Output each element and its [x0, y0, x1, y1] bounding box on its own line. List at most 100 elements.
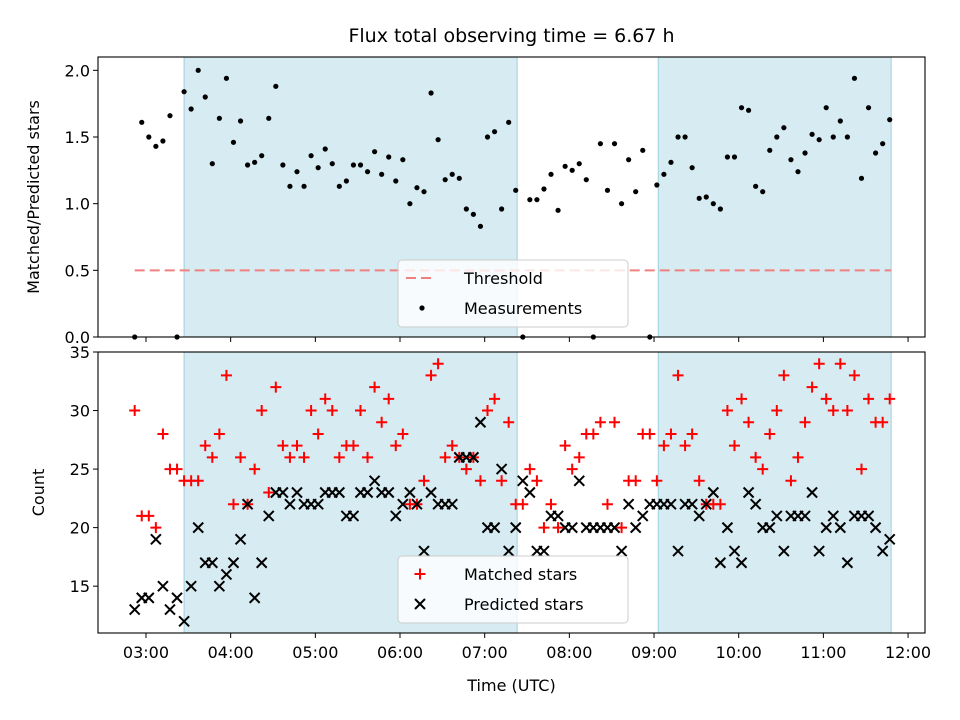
- measurement-point: [209, 161, 215, 167]
- matched-star-point: [213, 428, 225, 440]
- matched-star-point: [482, 405, 494, 417]
- measurement-point: [541, 186, 547, 192]
- measurement-point: [654, 182, 660, 188]
- measurement-point: [788, 157, 794, 163]
- predicted-star-point: [820, 521, 832, 534]
- matched-star-point: [383, 393, 395, 405]
- matched-star-point: [552, 522, 564, 534]
- predicted-star-point: [185, 580, 197, 592]
- measurement-point: [195, 67, 201, 73]
- matched-star-point: [256, 405, 268, 417]
- measurement-point: [463, 206, 469, 212]
- measurement-point: [153, 143, 159, 149]
- matched-star-point: [305, 405, 317, 417]
- measurement-point: [421, 189, 427, 195]
- predicted-star-point: [411, 498, 423, 510]
- measurement-point: [343, 178, 349, 184]
- legend: Matched stars Predicted stars: [397, 555, 629, 624]
- measurement-point: [435, 137, 441, 143]
- predicted-star-point: [806, 486, 818, 499]
- matched-star-point: [319, 393, 331, 405]
- legend-box: [397, 259, 629, 328]
- measurement-point: [315, 165, 321, 171]
- predicted-star-point: [178, 615, 190, 627]
- x-tick-label: 11:00: [800, 643, 846, 662]
- y-tick-label: 20: [70, 519, 90, 538]
- measurement-point: [407, 201, 413, 207]
- measurement-point: [534, 197, 540, 203]
- x-tick-label: 03:00: [123, 643, 169, 662]
- matched-star-point: [736, 393, 748, 405]
- predicted-star-point: [220, 568, 233, 581]
- predicted-star-point: [884, 533, 896, 546]
- legend: Threshold Measurements: [397, 259, 629, 328]
- matched-star-point: [644, 428, 656, 440]
- predicted-star-point: [502, 545, 515, 557]
- measurement-point: [583, 177, 589, 183]
- predicted-star-point: [206, 557, 219, 569]
- measurement-point: [456, 175, 462, 181]
- matched-star-point: [616, 522, 628, 534]
- measurement-point: [682, 134, 688, 140]
- matched-star-point: [157, 428, 169, 440]
- measurement-point: [484, 134, 491, 140]
- predicted-star-point: [524, 486, 536, 499]
- measurement-point: [386, 154, 392, 160]
- matched-star-point: [460, 463, 472, 475]
- predicted-star-point: [213, 580, 226, 592]
- predicted-star-point: [157, 580, 169, 592]
- matched-star-point: [863, 393, 875, 405]
- measurement-point: [668, 159, 674, 165]
- measurement-point: [738, 105, 745, 111]
- y-tick-label: 1.5: [65, 128, 90, 147]
- measurement-point: [774, 134, 780, 140]
- measurement-point: [202, 94, 208, 100]
- measurement-point: [527, 197, 533, 203]
- axes-frame: [97, 351, 926, 634]
- legend-label: Threshold: [463, 269, 543, 288]
- predicted-star-point: [312, 498, 324, 510]
- matched-star-point: [333, 451, 345, 463]
- predicted-star-point: [390, 510, 402, 522]
- measurement-point: [724, 154, 731, 160]
- matched-star-point: [884, 393, 896, 405]
- matched-star-point: [284, 451, 296, 463]
- matched-star-point: [496, 475, 508, 487]
- measurement-point: [640, 147, 646, 153]
- measurement-point: [548, 171, 554, 177]
- matched-star-point: [672, 369, 684, 381]
- predicted-star-point: [686, 498, 698, 510]
- matched-star-point: [587, 428, 599, 440]
- matched-star-point: [750, 451, 762, 463]
- predicted-star-point: [629, 521, 642, 534]
- matched-star-point: [877, 416, 889, 428]
- matched-star-point: [559, 440, 571, 452]
- matched-star-point: [235, 451, 247, 463]
- x-tick-label: 07:00: [462, 643, 508, 662]
- measurement-point: [379, 171, 385, 177]
- predicted-star-point: [517, 475, 529, 487]
- measurement-point: [865, 105, 872, 111]
- predicted-star-point: [143, 592, 155, 604]
- predicted-star-point: [277, 486, 289, 499]
- measurement-point: [675, 134, 681, 140]
- measurement-point: [244, 162, 251, 168]
- measurement-point: [760, 189, 766, 195]
- measurement-point: [322, 146, 328, 152]
- predicted-star-point: [721, 521, 734, 534]
- predicted-star-point: [361, 486, 374, 499]
- predicted-star-point: [876, 545, 889, 557]
- measurement-point: [611, 141, 618, 147]
- matched-star-point: [298, 451, 310, 463]
- y-tick-label: 35: [70, 343, 90, 362]
- predicted-star-point: [467, 451, 480, 464]
- measurement-point: [696, 195, 702, 201]
- measurement-point: [717, 206, 723, 212]
- matched-star-point: [425, 369, 437, 381]
- predicted-star-point: [841, 557, 854, 569]
- predicted-star-point: [778, 545, 790, 557]
- measurement-point: [477, 223, 484, 229]
- x-tick-label: 09:00: [631, 643, 677, 662]
- x-tick-label: 10:00: [716, 643, 762, 662]
